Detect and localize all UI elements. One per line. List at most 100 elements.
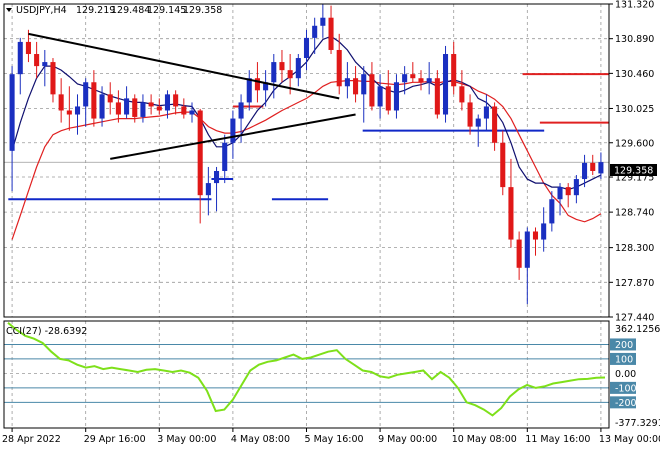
candle-body [238, 102, 244, 119]
candle-body [459, 86, 465, 103]
candle-body [115, 102, 121, 115]
cci-tick-label: 362.1256 [615, 324, 660, 335]
candle-body [500, 142, 506, 188]
candle-body [369, 74, 375, 107]
cci-tick-label: 0.00 [615, 369, 636, 380]
current-price-label: 129.358 [614, 166, 653, 177]
candle-body [107, 94, 113, 103]
time-tick-label: 3 May 00:00 [157, 434, 216, 445]
candle-body [58, 94, 64, 111]
dropdown-triangle-icon[interactable] [6, 8, 12, 12]
candle-body [230, 118, 236, 143]
candle-body [74, 106, 81, 115]
candle-body [426, 78, 432, 83]
candle-body [410, 74, 416, 79]
candle-body [393, 82, 399, 111]
candle-body [353, 78, 359, 95]
cci-tick-label: -377.3291 [615, 418, 660, 429]
time-tick-label: 4 May 08:00 [231, 434, 290, 445]
support-resistance-lines [8, 73, 609, 201]
candle-body [328, 17, 334, 50]
price-tick-label: 130.025 [615, 104, 654, 115]
candle-body [565, 187, 571, 196]
triangle-pattern [28, 32, 356, 160]
candle-body [34, 54, 40, 67]
main-panel-frame [3, 3, 610, 318]
candle-body [181, 106, 187, 115]
indicator-label: CCI(27) -28.6392 [6, 326, 87, 337]
candle-body [442, 54, 449, 115]
cci-level-tag [610, 338, 636, 351]
candle-body [434, 78, 440, 115]
time-tick-label: 13 May 00:00 [599, 434, 660, 445]
candle-body [99, 94, 105, 119]
candle-body [214, 170, 220, 184]
candle-body [467, 102, 473, 127]
candle-body [532, 231, 539, 240]
candle-body [582, 162, 588, 180]
candle-body [124, 98, 130, 115]
time-tick-label: 29 Apr 16:00 [84, 434, 146, 445]
candle-body [205, 183, 211, 196]
candle-body [336, 49, 342, 87]
candle-body [66, 110, 72, 115]
candle-body [541, 223, 547, 240]
time-tick-label: 11 May 16:00 [525, 434, 590, 445]
candle-body [524, 231, 530, 268]
candle-body [418, 78, 424, 83]
time-tick-label: 9 May 00:00 [378, 434, 437, 445]
candle-body [91, 82, 97, 119]
price-tick-label: 127.440 [615, 313, 654, 324]
price-tick-label: 128.300 [615, 243, 654, 254]
candle-body [295, 58, 301, 79]
candle-body [156, 106, 162, 111]
candle-body [549, 199, 555, 224]
price-tick-label: 128.740 [615, 208, 654, 219]
time-axis: 28 Apr 2022 29 Apr 16:00 3 May 00:00 4 May … [2, 428, 660, 445]
cci-level-tag [610, 396, 636, 409]
candle-body [287, 70, 293, 79]
candle-body [377, 86, 383, 107]
candlesticks [9, 4, 604, 305]
chart-header: USDJPY,H4 129.219 129.484 129.145 129.35… [6, 5, 222, 16]
candle-body [17, 41, 23, 75]
candle-body [361, 74, 367, 95]
time-tick-label: 5 May 16:00 [305, 434, 364, 445]
candle-body [25, 41, 31, 55]
candle-body [222, 142, 228, 171]
cci-level-tag [610, 381, 636, 394]
cci-tick-label: 100 [615, 354, 633, 365]
candle-body [598, 162, 604, 174]
price-tick-label: 130.460 [615, 69, 654, 80]
candle-body [50, 62, 56, 95]
candle-body [590, 162, 596, 171]
candle-body [148, 102, 154, 107]
cci-tick-label: 200 [615, 340, 633, 351]
price-tick-label: 130.890 [615, 34, 654, 45]
candle-body [83, 82, 89, 107]
ohlc-high: 129.484 [111, 5, 150, 16]
ohlc-low: 129.145 [147, 5, 186, 16]
chart-title: USDJPY,H4 [16, 5, 67, 16]
candle-body [9, 74, 15, 151]
candle-body [344, 78, 350, 87]
cci-level-tag [610, 352, 636, 365]
ma-slow-red-line [11, 79, 602, 240]
candle-body [197, 110, 203, 196]
current-price-tag: 129.358 [610, 164, 657, 177]
cci-tick-label: -100 [615, 383, 637, 394]
candle-body [263, 82, 269, 91]
price-axis: 131.320 130.890 130.460 130.025 129.600 129.1… [609, 0, 654, 324]
candle-body [492, 106, 498, 143]
candle-body [132, 98, 138, 117]
grid [4, 3, 609, 428]
indicator-axis: 362.1256 200 100 0.00 -100 -200 -377.3291 [610, 324, 660, 429]
candle-body [312, 25, 318, 38]
candle-body [402, 74, 408, 83]
candle-body [451, 54, 457, 87]
candle-body [573, 179, 579, 196]
ohlc-close: 129.358 [183, 5, 222, 16]
candle-body [279, 62, 285, 71]
candle-body [271, 62, 277, 83]
